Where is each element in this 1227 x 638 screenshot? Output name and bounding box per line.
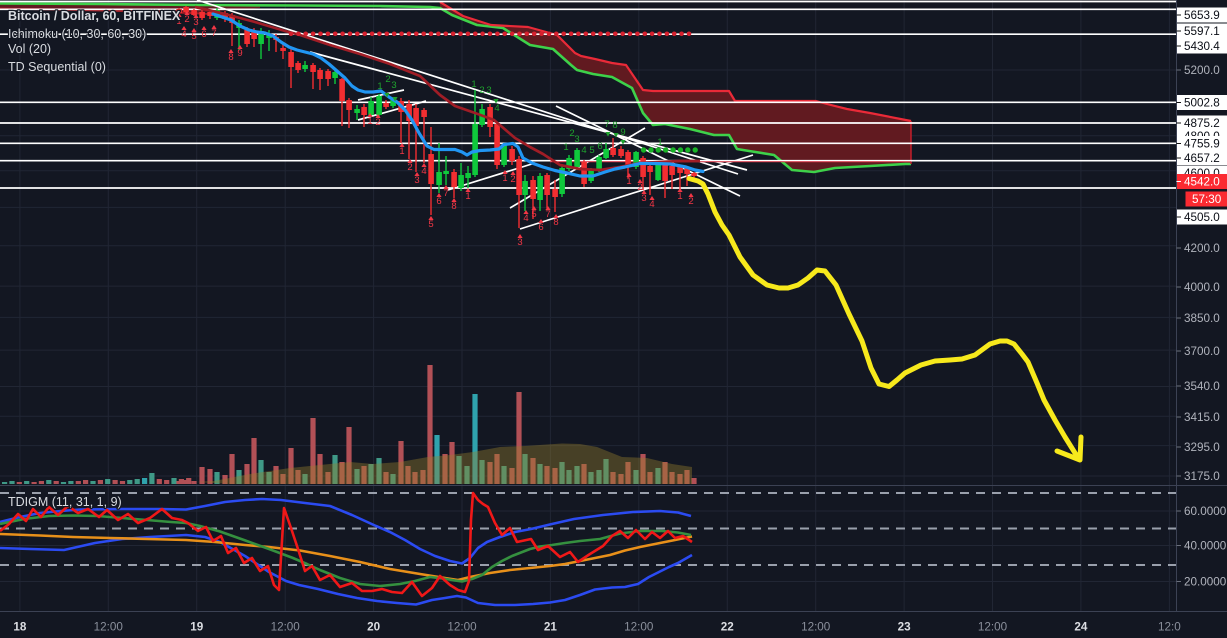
svg-text:1: 1 bbox=[471, 79, 476, 90]
svg-text:22: 22 bbox=[721, 621, 735, 634]
svg-text:4: 4 bbox=[494, 103, 499, 114]
svg-text:3295.0: 3295.0 bbox=[1184, 441, 1220, 454]
svg-text:6: 6 bbox=[538, 222, 543, 233]
svg-text:12:00: 12:00 bbox=[624, 621, 654, 634]
svg-text:3: 3 bbox=[391, 80, 396, 91]
svg-text:3: 3 bbox=[574, 134, 579, 145]
svg-text:4542.0: 4542.0 bbox=[1184, 176, 1220, 189]
svg-text:1: 1 bbox=[465, 191, 470, 202]
svg-text:20.0000: 20.0000 bbox=[1184, 576, 1227, 589]
svg-text:Bitcoin / Dollar, 60, BITFINEX: Bitcoin / Dollar, 60, BITFINEX bbox=[8, 9, 181, 23]
svg-text:5: 5 bbox=[589, 145, 594, 156]
svg-text:5: 5 bbox=[531, 209, 536, 220]
svg-text:8: 8 bbox=[451, 201, 456, 212]
svg-text:21: 21 bbox=[544, 621, 558, 634]
svg-text:5653.9: 5653.9 bbox=[1184, 9, 1220, 22]
svg-text:4755.9: 4755.9 bbox=[1184, 138, 1220, 151]
svg-text:4800.0: 4800.0 bbox=[1184, 130, 1220, 143]
svg-text:3: 3 bbox=[641, 193, 646, 204]
svg-text:3540.0: 3540.0 bbox=[1184, 380, 1220, 393]
svg-text:7: 7 bbox=[604, 119, 609, 130]
svg-text:1: 1 bbox=[677, 191, 682, 202]
svg-text:Vol (20): Vol (20) bbox=[8, 42, 51, 56]
svg-text:2: 2 bbox=[407, 162, 412, 173]
svg-text:2: 2 bbox=[184, 14, 189, 25]
svg-text:1: 1 bbox=[176, 16, 181, 27]
svg-text:9: 9 bbox=[620, 127, 625, 138]
svg-text:5002.8: 5002.8 bbox=[1184, 97, 1220, 110]
svg-text:4: 4 bbox=[649, 199, 654, 210]
svg-text:5: 5 bbox=[191, 31, 196, 42]
svg-text:19: 19 bbox=[190, 621, 204, 634]
svg-text:2: 2 bbox=[510, 174, 515, 185]
svg-text:4657.2: 4657.2 bbox=[1184, 152, 1220, 165]
svg-text:4: 4 bbox=[581, 145, 586, 156]
svg-text:3700.0: 3700.0 bbox=[1184, 345, 1220, 358]
svg-text:3: 3 bbox=[486, 85, 491, 96]
svg-text:4000.0: 4000.0 bbox=[1184, 281, 1220, 294]
svg-text:3175.0: 3175.0 bbox=[1184, 470, 1220, 483]
svg-text:40.0000: 40.0000 bbox=[1184, 540, 1227, 553]
svg-text:1: 1 bbox=[377, 81, 382, 92]
svg-text:4505.0: 4505.0 bbox=[1184, 211, 1220, 224]
svg-text:24: 24 bbox=[1074, 621, 1088, 634]
svg-text:TD Sequential (0): TD Sequential (0) bbox=[8, 60, 106, 74]
svg-text:1: 1 bbox=[626, 176, 631, 187]
svg-text:4: 4 bbox=[181, 29, 186, 40]
svg-text:12:00: 12:00 bbox=[447, 621, 477, 634]
svg-text:12:00: 12:00 bbox=[801, 621, 831, 634]
svg-text:6: 6 bbox=[201, 29, 206, 40]
svg-text:12:00: 12:00 bbox=[271, 621, 301, 634]
svg-text:9: 9 bbox=[237, 48, 242, 59]
svg-text:1: 1 bbox=[563, 142, 568, 153]
svg-text:7: 7 bbox=[443, 188, 448, 199]
svg-text:23: 23 bbox=[898, 621, 912, 634]
svg-text:4875.2: 4875.2 bbox=[1184, 117, 1220, 130]
svg-text:2: 2 bbox=[637, 182, 642, 193]
svg-text:5200.0: 5200.0 bbox=[1184, 64, 1220, 77]
svg-text:57:30: 57:30 bbox=[1192, 193, 1222, 206]
svg-text:18: 18 bbox=[13, 621, 27, 634]
svg-text:3: 3 bbox=[414, 175, 419, 186]
svg-text:8: 8 bbox=[612, 120, 617, 131]
svg-text:3: 3 bbox=[193, 17, 198, 28]
svg-text:5: 5 bbox=[428, 219, 433, 230]
svg-text:2: 2 bbox=[479, 85, 484, 96]
svg-text:2: 2 bbox=[569, 128, 574, 139]
svg-text:4200.0: 4200.0 bbox=[1184, 242, 1220, 255]
svg-text:2: 2 bbox=[375, 117, 380, 128]
svg-text:4600.0: 4600.0 bbox=[1184, 167, 1220, 180]
svg-text:6: 6 bbox=[597, 141, 602, 152]
svg-text:7: 7 bbox=[545, 209, 550, 220]
svg-text:2: 2 bbox=[688, 196, 693, 207]
svg-text:TDIGM (11, 31, 1, 9): TDIGM (11, 31, 1, 9) bbox=[8, 495, 122, 509]
svg-text:1: 1 bbox=[399, 146, 404, 157]
svg-text:1: 1 bbox=[657, 137, 662, 148]
svg-text:12:0: 12:0 bbox=[1158, 621, 1181, 634]
svg-text:4: 4 bbox=[421, 166, 426, 177]
svg-text:12:00: 12:00 bbox=[94, 621, 124, 634]
svg-text:3415.0: 3415.0 bbox=[1184, 411, 1220, 424]
svg-text:7: 7 bbox=[211, 28, 216, 39]
svg-text:3850.0: 3850.0 bbox=[1184, 312, 1220, 325]
svg-text:5430.4: 5430.4 bbox=[1184, 40, 1220, 53]
svg-text:1: 1 bbox=[367, 116, 372, 127]
svg-text:60.0000: 60.0000 bbox=[1184, 505, 1227, 518]
svg-text:Ichimoku (10, 30, 60, 30): Ichimoku (10, 30, 60, 30) bbox=[8, 27, 146, 41]
svg-text:1: 1 bbox=[502, 173, 507, 184]
svg-text:5597.1: 5597.1 bbox=[1184, 25, 1220, 38]
svg-text:3: 3 bbox=[517, 237, 522, 248]
svg-text:12:00: 12:00 bbox=[978, 621, 1008, 634]
svg-text:20: 20 bbox=[367, 621, 381, 634]
svg-text:4: 4 bbox=[523, 213, 528, 224]
svg-text:2: 2 bbox=[385, 74, 390, 85]
svg-text:6: 6 bbox=[436, 196, 441, 207]
svg-text:8: 8 bbox=[228, 52, 233, 63]
svg-text:8: 8 bbox=[553, 217, 558, 228]
